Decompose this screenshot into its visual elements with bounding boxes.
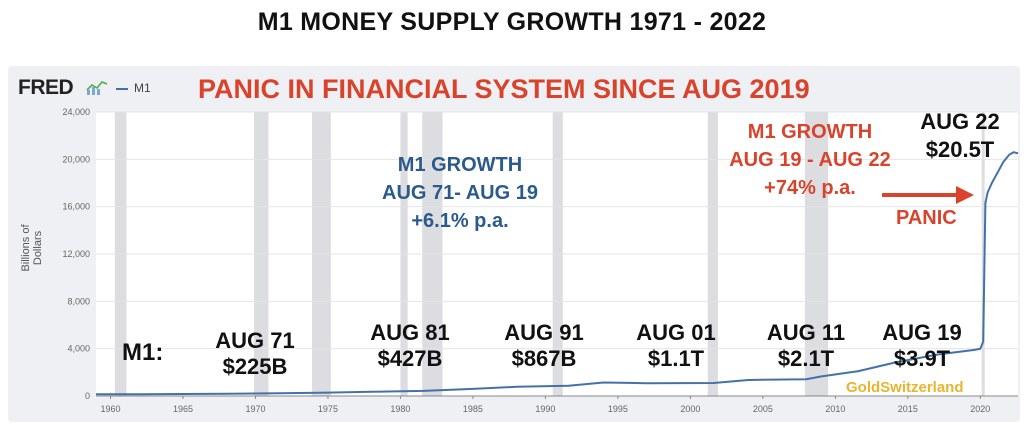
annotation-aug91-date: AUG 91 bbox=[504, 320, 584, 345]
growth-annotation-1971-2019: M1 GROWTH AUG 71- AUG 19 +6.1% p.a. bbox=[340, 151, 580, 235]
x-tick-label: 2010 bbox=[825, 404, 845, 414]
annotation-aug91: AUG 91 $867B bbox=[494, 320, 594, 372]
x-tick-label: 1995 bbox=[608, 404, 628, 414]
x-tick-label: 2005 bbox=[753, 404, 773, 414]
growth2-line3: +74% p.a. bbox=[764, 177, 856, 199]
annotation-aug11: AUG 11 $2.1T bbox=[756, 320, 856, 372]
annotation-aug81: AUG 81 $427B bbox=[360, 320, 460, 372]
series-line-m1 bbox=[96, 151, 1019, 396]
x-tick-label: 2000 bbox=[680, 404, 700, 414]
annotation-aug11-date: AUG 11 bbox=[766, 320, 846, 345]
watermark: GoldSwitzerland bbox=[846, 379, 964, 396]
annotation-aug22-value: $20.5T bbox=[925, 137, 995, 162]
x-tick-label: 1980 bbox=[390, 404, 410, 414]
x-tick-label: 1990 bbox=[535, 404, 555, 414]
legend-swatch bbox=[116, 88, 128, 90]
annotation-aug01-value: $1.1T bbox=[647, 346, 705, 371]
annotation-aug71-date: AUG 71 bbox=[215, 328, 295, 353]
y-tick-label: 16,000 bbox=[62, 202, 90, 212]
annotation-aug81-value: $427B bbox=[377, 346, 443, 371]
x-tick-label: 1960 bbox=[100, 404, 120, 414]
annotation-aug19: AUG 19 $3.9T bbox=[872, 320, 972, 372]
y-tick-label: 20,000 bbox=[62, 154, 90, 164]
annotation-aug01-date: AUG 01 bbox=[636, 320, 716, 345]
x-tick-label: 1975 bbox=[318, 404, 338, 414]
y-tick-label: 24,000 bbox=[62, 107, 90, 117]
annotation-aug71-value: $225B bbox=[222, 354, 288, 379]
panic-label: PANIC bbox=[896, 207, 957, 229]
y-tick-label: 8,000 bbox=[67, 296, 90, 306]
fred-logo: FRED bbox=[18, 76, 74, 99]
chart-title: M1 MONEY SUPPLY GROWTH 1971 - 2022 bbox=[257, 8, 767, 36]
growth2-line1: M1 GROWTH bbox=[747, 121, 873, 143]
headline: PANIC IN FINANCIAL SYSTEM SINCE AUG 2019 bbox=[198, 74, 810, 104]
x-tick-label: 1965 bbox=[173, 404, 193, 414]
annotation-aug19-value: $3.9T bbox=[893, 346, 951, 371]
y-tick-label: 4,000 bbox=[67, 344, 90, 354]
right-arrow-icon bbox=[882, 186, 974, 204]
growth2-line2: AUG 19 - AUG 22 bbox=[729, 149, 891, 171]
legend-label: M1 bbox=[134, 81, 151, 95]
x-tick-label: 2020 bbox=[970, 404, 990, 414]
growth1-line3: +6.1% p.a. bbox=[411, 210, 509, 232]
annotation-aug01: AUG 01 $1.1T bbox=[626, 320, 726, 372]
x-tick-label: 1985 bbox=[463, 404, 483, 414]
growth1-line2: AUG 71- AUG 19 bbox=[382, 182, 538, 204]
annotation-aug11-value: $2.1T bbox=[777, 346, 835, 371]
annotation-aug22-date: AUG 22 bbox=[920, 109, 1000, 134]
growth-annotation-2019-2022: M1 GROWTH AUG 19 - AUG 22 +74% p.a. bbox=[690, 118, 930, 202]
m1-label: M1: bbox=[122, 339, 164, 366]
growth1-line1: M1 GROWTH bbox=[397, 154, 523, 176]
chart-sparkline-icon bbox=[86, 81, 108, 95]
y-tick-label: 12,000 bbox=[62, 249, 90, 259]
annotation-aug22: AUG 22 $20.5T bbox=[910, 108, 1010, 164]
y-tick-label: 0 bbox=[85, 391, 90, 401]
x-tick-label: 2015 bbox=[898, 404, 918, 414]
annotation-aug19-date: AUG 19 bbox=[882, 320, 962, 345]
x-tick-label: 1970 bbox=[245, 404, 265, 414]
annotation-aug71: AUG 71 $225B bbox=[205, 328, 305, 380]
annotation-aug81-date: AUG 81 bbox=[370, 320, 450, 345]
annotation-aug91-value: $867B bbox=[511, 346, 577, 371]
